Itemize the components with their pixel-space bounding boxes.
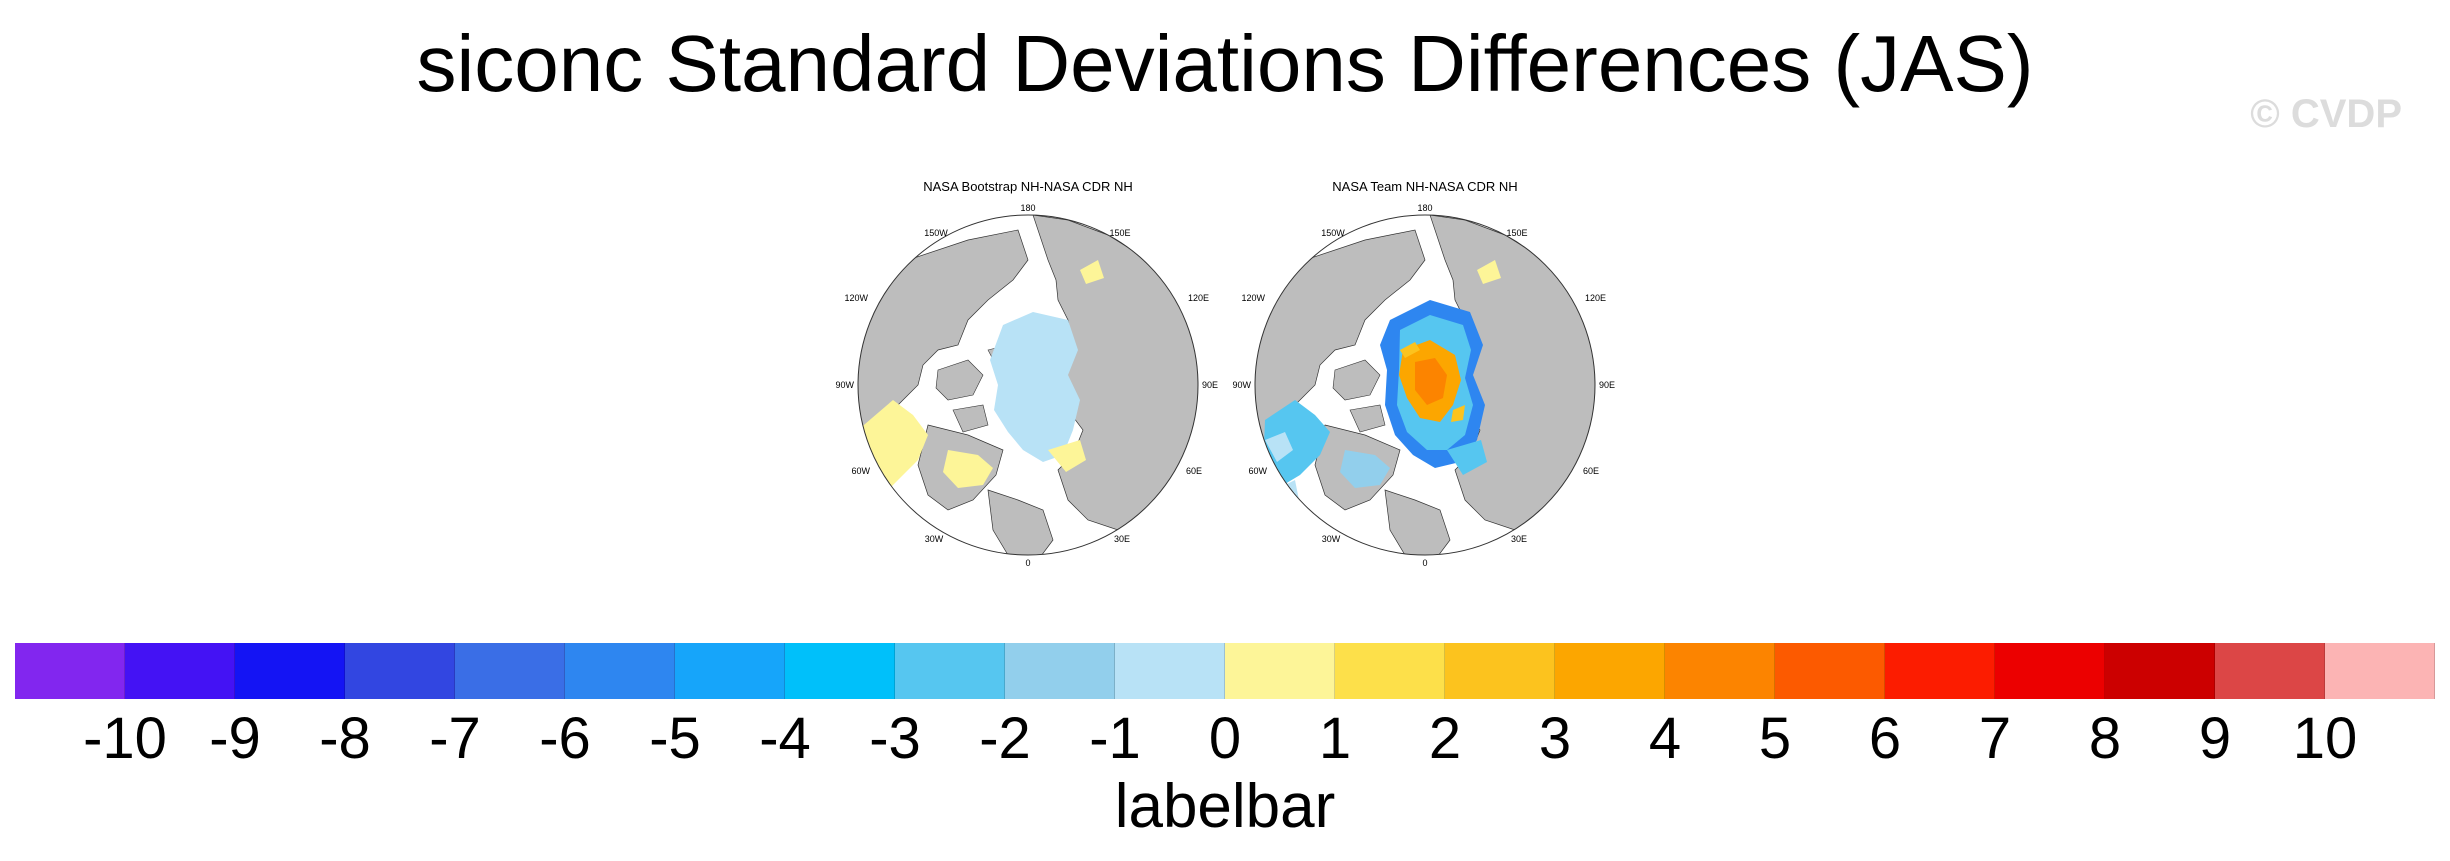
hudson-negative-shading xyxy=(1340,450,1390,488)
labelbar-box xyxy=(1115,643,1225,699)
color-labelbar xyxy=(15,643,2435,701)
labelbar-tick-label: -6 xyxy=(539,706,591,771)
basin-positive-core-shading xyxy=(1415,358,1447,405)
labelbar-title: labelbar xyxy=(1114,772,1336,841)
labelbar-tick-label: -1 xyxy=(1089,706,1141,771)
canada-light-shading xyxy=(1265,432,1299,506)
lon-label-150w: 150W xyxy=(924,228,948,238)
lon-label-30w: 30W xyxy=(1322,534,1341,544)
labelbar-box xyxy=(785,643,895,699)
lon-label-150e: 150E xyxy=(1109,228,1130,238)
labelbar-box xyxy=(2215,643,2325,699)
labelbar-tick-label: -5 xyxy=(649,706,701,771)
labelbar-tick-label: -4 xyxy=(759,706,811,771)
labelbar-tick-label: 9 xyxy=(2198,706,2232,771)
labelbar-tick-label: 4 xyxy=(1648,706,1682,771)
labelbar-tick-label: -2 xyxy=(979,706,1031,771)
labelbar-box xyxy=(895,643,1005,699)
labelbar-tick-label: -7 xyxy=(429,706,481,771)
labelbar-tick-label: 7 xyxy=(1978,706,2012,771)
lon-label-180: 180 xyxy=(1417,203,1432,213)
lon-label-120w: 120W xyxy=(1241,293,1265,303)
labelbar-tick-label: 8 xyxy=(2088,706,2122,771)
lon-label-90e: 90E xyxy=(1202,380,1218,390)
east-negative-shading xyxy=(1447,440,1487,475)
polar-map-team: 180 150E 120E 90E 60E 30E 0 30W 60W 90W … xyxy=(1232,203,1615,568)
labelbar-tick-label: 3 xyxy=(1538,706,1572,771)
pacific-positive-shading xyxy=(1477,260,1501,284)
labelbar-tick-label: -8 xyxy=(319,706,371,771)
lon-label-90w: 90W xyxy=(1232,380,1251,390)
labelbar-box xyxy=(1885,643,1995,699)
lon-label-0: 0 xyxy=(1025,558,1030,568)
lon-label-30e: 30E xyxy=(1114,534,1130,544)
lon-label-60w: 60W xyxy=(851,466,870,476)
labelbar-box xyxy=(565,643,675,699)
lon-label-60e: 60E xyxy=(1186,466,1202,476)
labelbar-box xyxy=(235,643,345,699)
labelbar-tick-label: 1 xyxy=(1318,706,1352,771)
lon-label-90e: 90E xyxy=(1599,380,1615,390)
lon-label-90w: 90W xyxy=(835,380,854,390)
labelbar-box xyxy=(2325,643,2435,699)
europe-land xyxy=(1384,489,1451,555)
lon-label-0: 0 xyxy=(1422,558,1427,568)
labelbar-box xyxy=(1445,643,1555,699)
map-panel-bootstrap: NASA Bootstrap NH-NASA CDR NH 180 150E 1… xyxy=(818,175,1238,575)
hudson-positive-shading xyxy=(943,450,993,488)
labelbar-tick-label: 6 xyxy=(1868,706,1902,771)
labelbar-box xyxy=(455,643,565,699)
labelbar-tick-label: 5 xyxy=(1758,706,1792,771)
labelbar-box xyxy=(345,643,455,699)
lon-label-150w: 150W xyxy=(1321,228,1345,238)
labelbar-box xyxy=(15,643,125,699)
labelbar-tick-label: 2 xyxy=(1428,706,1462,771)
europe-land xyxy=(987,489,1054,555)
lon-label-120e: 120E xyxy=(1585,293,1606,303)
labelbar-box xyxy=(1225,643,1335,699)
lon-label-60w: 60W xyxy=(1248,466,1267,476)
labelbar-box xyxy=(1555,643,1665,699)
labelbar-box xyxy=(1665,643,1775,699)
lon-label-60e: 60E xyxy=(1583,466,1599,476)
labelbar-tick-label: 10 xyxy=(2292,706,2358,771)
lon-label-30w: 30W xyxy=(925,534,944,544)
labelbar-tick-label: 0 xyxy=(1208,706,1242,771)
polar-map-bootstrap: 180 150E 120E 90E 60E 30E 0 30W 60W 90W … xyxy=(835,203,1218,568)
labelbar-box xyxy=(675,643,785,699)
panel-title-team: NASA Team NH-NASA CDR NH xyxy=(1332,179,1518,194)
labelbar-box xyxy=(1335,643,1445,699)
labelbar-tick-label: -9 xyxy=(209,706,261,771)
panel-title-bootstrap: NASA Bootstrap NH-NASA CDR NH xyxy=(923,179,1133,194)
cvdp-watermark: © CVDP xyxy=(2250,92,2402,136)
canada-negative-shading xyxy=(1263,400,1330,490)
labelbar-box xyxy=(2105,643,2215,699)
lon-label-120w: 120W xyxy=(844,293,868,303)
basin-yellow-edge-shading xyxy=(1400,342,1465,422)
lon-label-150e: 150E xyxy=(1506,228,1527,238)
lon-label-120e: 120E xyxy=(1188,293,1209,303)
arctic-basin-shading xyxy=(990,312,1080,462)
labelbar-box xyxy=(125,643,235,699)
labelbar-box xyxy=(1775,643,1885,699)
figure-title: siconc Standard Deviations Differences (… xyxy=(416,19,2034,108)
lon-label-30e: 30E xyxy=(1511,534,1527,544)
east-positive-shading xyxy=(1048,260,1104,472)
labelbar-box xyxy=(1005,643,1115,699)
lon-label-180: 180 xyxy=(1020,203,1035,213)
map-panel-team: NASA Team NH-NASA CDR NH 180 150E 120E 9… xyxy=(1215,175,1635,575)
labelbar-tick-label: -10 xyxy=(83,706,167,771)
labelbar-tick-label: -3 xyxy=(869,706,921,771)
labelbar-box xyxy=(1995,643,2105,699)
